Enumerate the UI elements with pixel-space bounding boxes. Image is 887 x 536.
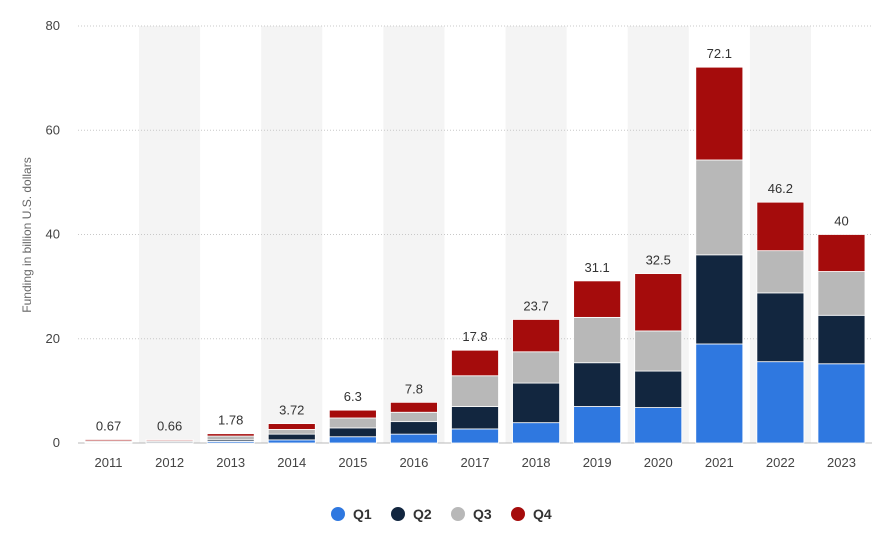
total-label: 3.72 xyxy=(279,403,304,418)
x-tick-label: 2012 xyxy=(155,455,184,470)
bar-segment-q3 xyxy=(267,429,316,435)
bar-segment-q3 xyxy=(817,271,866,316)
legend-marker-q2 xyxy=(391,507,405,521)
legend-label-q3: Q3 xyxy=(473,506,492,522)
x-tick-label: 2021 xyxy=(705,455,734,470)
x-axis-ticks: 2011 2012 2013 2014 2015 2016 2017 2018 2019 2020… xyxy=(95,455,856,470)
legend-label-q2: Q2 xyxy=(413,506,432,522)
bar-segment-q3 xyxy=(390,411,438,423)
x-tick-label: 2014 xyxy=(277,455,306,470)
bar-segment-q3 xyxy=(573,316,622,364)
bar-segment-q3 xyxy=(512,351,560,384)
bar-segment-q1 xyxy=(267,439,316,444)
bar-segment-q1 xyxy=(451,428,499,444)
y-tick-label: 40 xyxy=(46,227,60,242)
bar-segment-q4 xyxy=(267,423,316,430)
bar-segment-q2 xyxy=(390,421,438,435)
bar-segment-q3 xyxy=(206,435,255,441)
y-tick-label: 0 xyxy=(53,435,60,450)
legend-label-q4: Q4 xyxy=(533,506,552,522)
bar-segment-q4 xyxy=(573,280,622,318)
bar-segment-q1 xyxy=(573,406,622,444)
x-tick-label: 2019 xyxy=(583,455,612,470)
total-label: 32.5 xyxy=(646,253,671,268)
bar-segment-q1 xyxy=(512,422,560,444)
bar-segment-q2 xyxy=(328,427,377,438)
bar-segment-q4 xyxy=(84,439,133,442)
total-label: 31.1 xyxy=(584,260,609,275)
bar-segment-q4 xyxy=(695,66,744,161)
x-tick-label: 2017 xyxy=(461,455,490,470)
y-tick-label: 80 xyxy=(46,18,60,33)
x-tick-label: 2018 xyxy=(522,455,551,470)
bar-segment-q1 xyxy=(695,343,744,444)
x-tick-label: 2022 xyxy=(766,455,795,470)
legend-marker-q3 xyxy=(451,507,465,521)
total-label: 7.8 xyxy=(405,381,423,396)
bar-segment-q4 xyxy=(634,273,683,332)
x-tick-label: 2011 xyxy=(95,455,123,470)
x-tick-label: 2015 xyxy=(338,455,367,470)
total-label: 72.1 xyxy=(707,46,732,61)
bar-segment-q4 xyxy=(390,401,438,413)
bar-segment-q4 xyxy=(206,433,255,437)
total-label: 23.7 xyxy=(523,298,548,313)
legend-marker-q4 xyxy=(511,507,525,521)
bar-segment-q2 xyxy=(451,406,499,430)
total-label: 40 xyxy=(834,214,848,229)
bar-segment-q4 xyxy=(328,409,377,419)
bar-segment-q3 xyxy=(328,417,377,429)
bar-segment-q1 xyxy=(634,407,683,444)
bar-segment-q2 xyxy=(573,362,622,407)
total-labels: 0.67 0.66 1.78 3.72 6.3 7.8 17.8 23.7 31.1 32.5 72… xyxy=(96,46,849,433)
y-tick-label: 60 xyxy=(46,122,60,137)
total-label: 1.78 xyxy=(218,413,243,428)
bar-segment-q4 xyxy=(512,319,560,353)
y-axis-ticks: 0 20 40 60 80 xyxy=(46,18,60,450)
total-label: 17.8 xyxy=(462,329,487,344)
bar-segment-q4 xyxy=(451,349,499,377)
legend-label-q1: Q1 xyxy=(353,506,372,522)
total-label: 0.66 xyxy=(157,419,182,434)
bar-segment-q1 xyxy=(328,436,377,444)
total-label: 6.3 xyxy=(344,389,362,404)
bar-segment-q4 xyxy=(756,201,805,252)
x-tick-label: 2020 xyxy=(644,455,673,470)
bar-segment-q3 xyxy=(451,375,499,407)
bar-segment-q4 xyxy=(817,234,866,272)
x-tick-label: 2013 xyxy=(216,455,245,470)
legend: Q1 Q2 Q3 Q4 xyxy=(331,506,552,522)
bar-segment-q2 xyxy=(756,292,805,363)
y-tick-label: 20 xyxy=(46,331,60,346)
bar-segment-q2 xyxy=(267,433,316,441)
bar-segment-q1 xyxy=(756,361,805,444)
bar-segment-q2 xyxy=(634,370,683,408)
bar-segment-q2 xyxy=(817,314,866,365)
bar-segment-q1 xyxy=(390,433,438,444)
bar-segment-q1 xyxy=(817,363,866,444)
background-band xyxy=(139,26,201,443)
legend-marker-q1 xyxy=(331,507,345,521)
bar-segment-q4 xyxy=(145,439,194,442)
bar-segment-q3 xyxy=(756,250,805,294)
total-label: 0.67 xyxy=(96,419,121,434)
bar-segment-q2 xyxy=(695,254,744,345)
x-tick-label: 2016 xyxy=(399,455,428,470)
total-label: 46.2 xyxy=(768,181,793,196)
x-tick-label: 2023 xyxy=(827,455,856,470)
y-axis-label: Funding in billion U.S. dollars xyxy=(20,157,34,312)
bar-stacks xyxy=(84,66,866,444)
bar-segment-q2 xyxy=(512,382,560,424)
bar-segment-q3 xyxy=(695,159,744,256)
bar-segment-q3 xyxy=(634,330,683,372)
